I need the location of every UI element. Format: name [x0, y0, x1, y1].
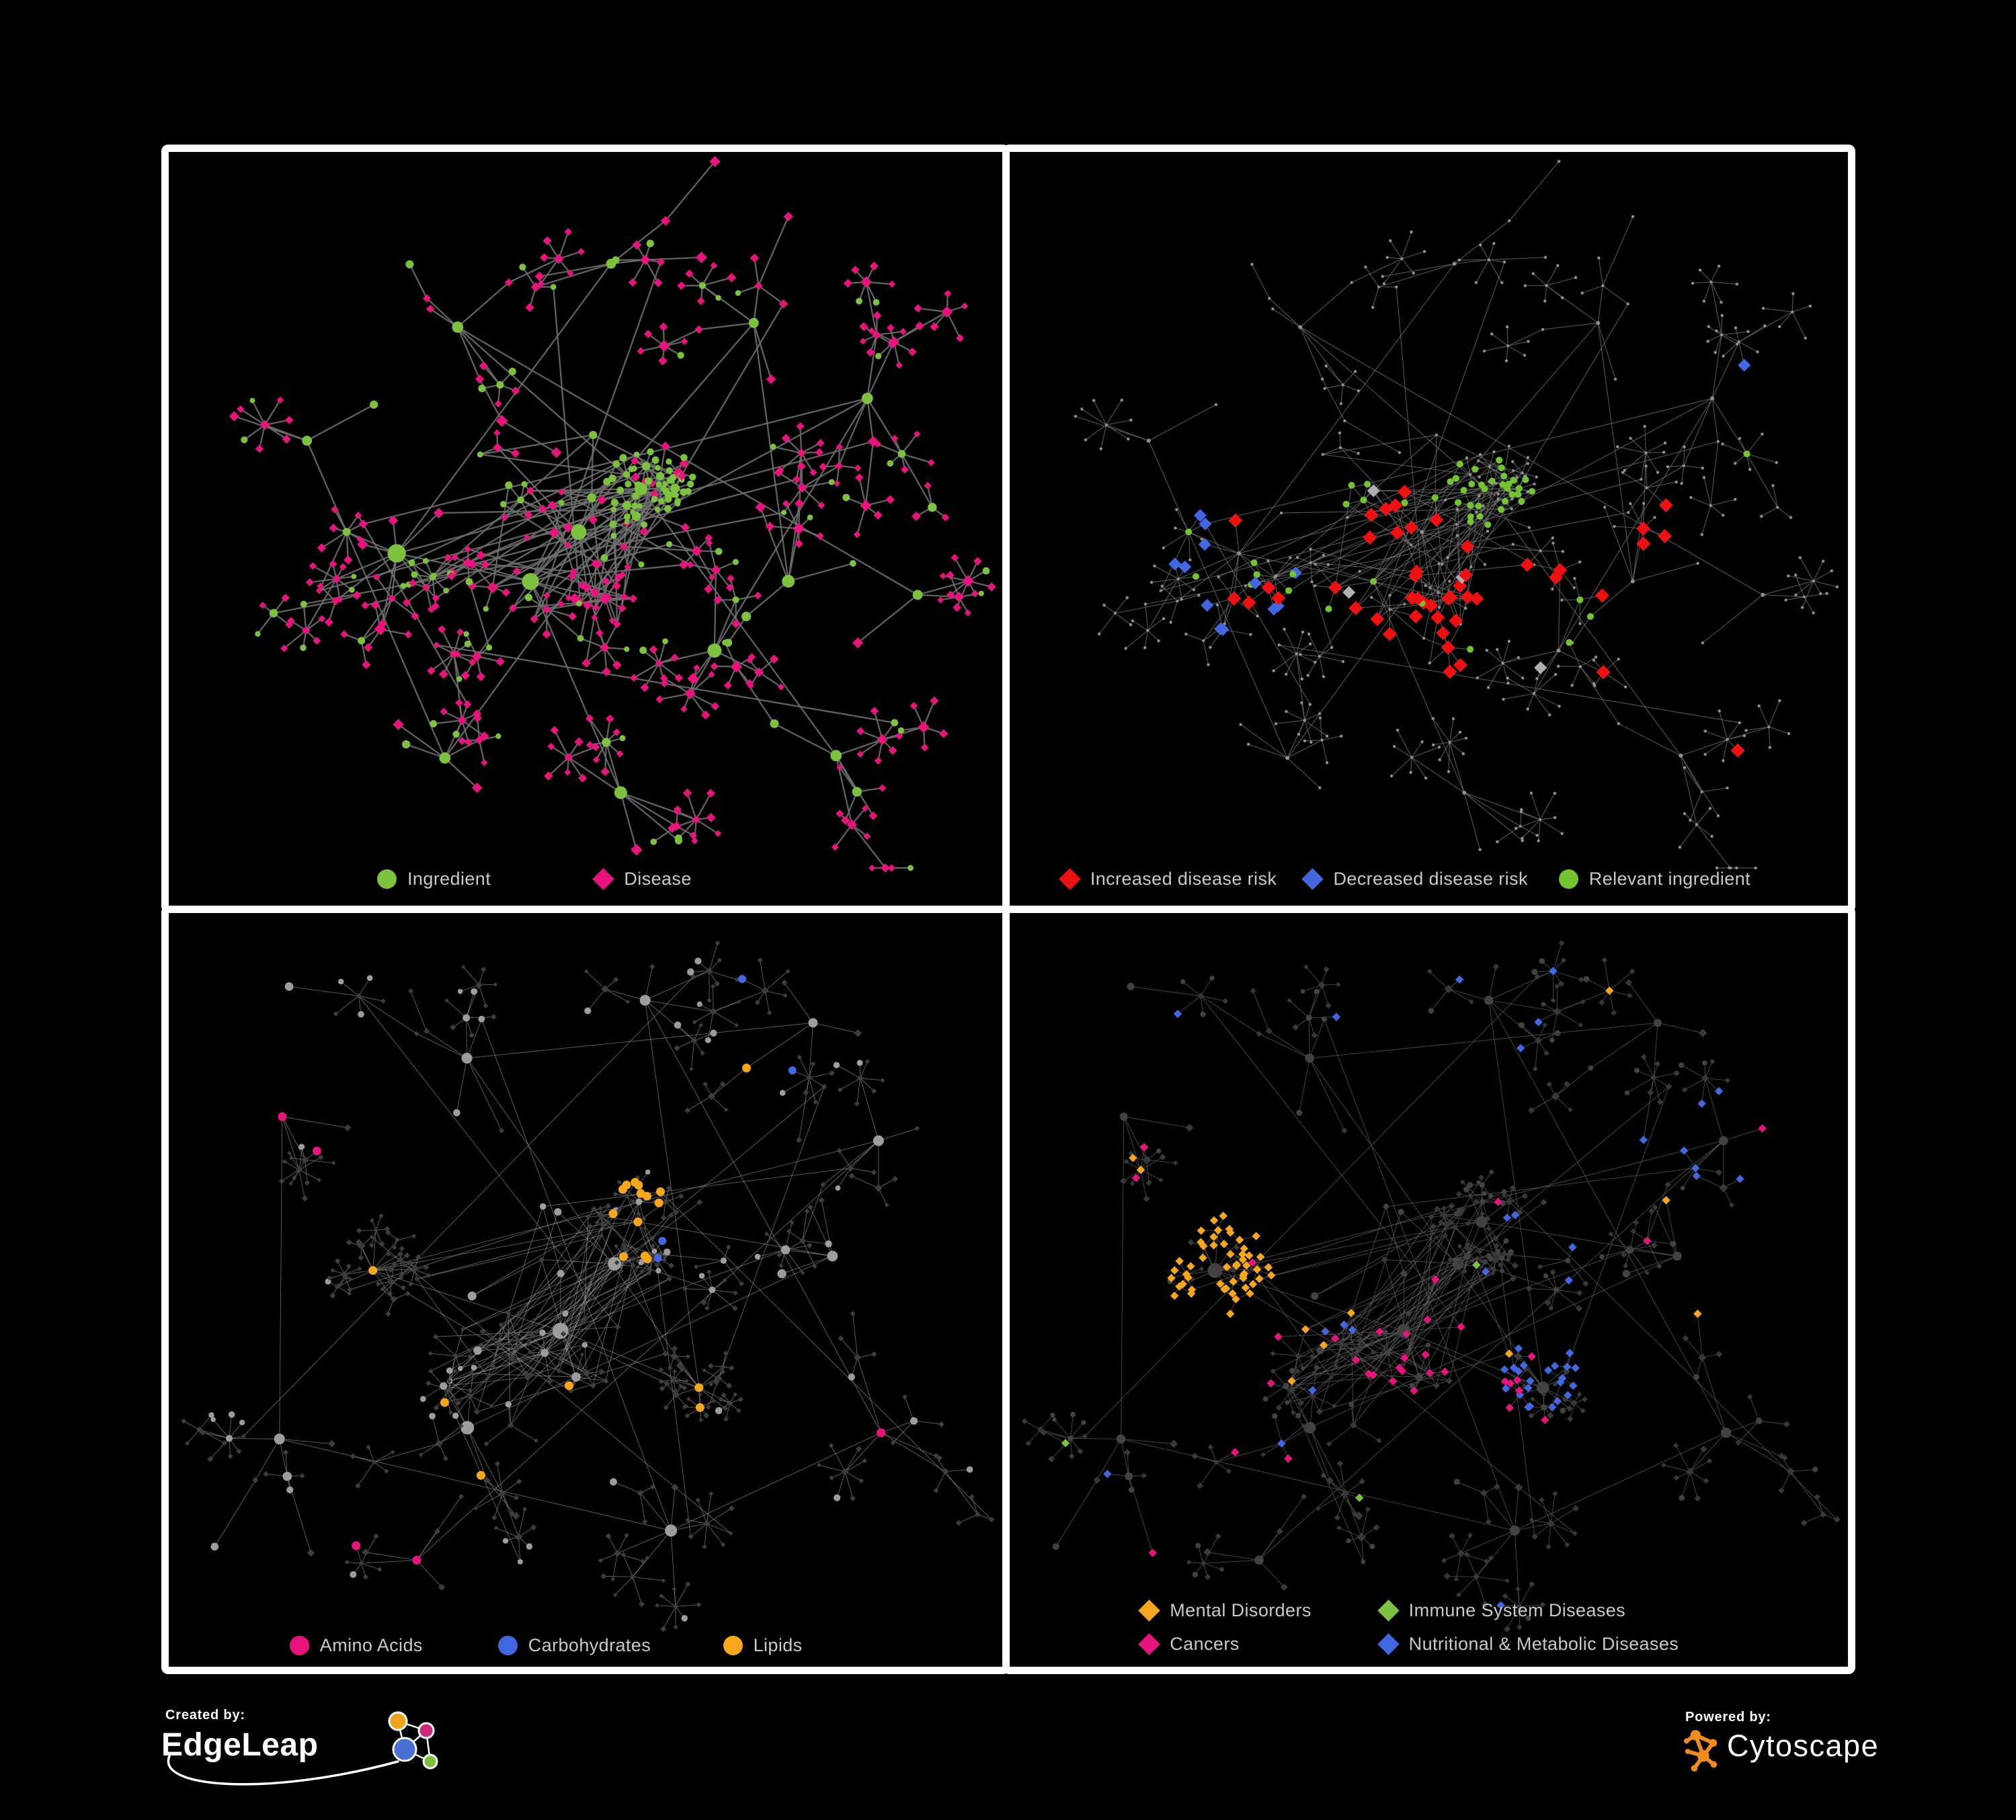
edgeleap-node-orange — [388, 1711, 408, 1731]
relevant-ingredient-swatch-circle-icon — [1558, 869, 1578, 889]
edgeleap-node-pink — [417, 1722, 435, 1739]
mental-disorders-swatch-diamond-icon — [1138, 1599, 1161, 1622]
panel-nutrient-categories: Amino Acids Carbohydrates Lipids — [161, 906, 1010, 1674]
legend-item-lipids: Lipids — [723, 1633, 803, 1657]
panel-ingredient-disease: Ingredient Disease — [161, 145, 1010, 913]
network-canvas-4 — [1021, 940, 1841, 1633]
edgeleap-logo-nodes — [388, 1711, 438, 1770]
legend-label-ingredient: Ingredient — [407, 868, 491, 889]
edgeleap-wordmark: EdgeLeap — [161, 1727, 319, 1763]
ingredient-swatch-circle-icon — [377, 869, 397, 889]
legend-label-nutritional-metabolic: Nutritional & Metabolic Diseases — [1408, 1633, 1679, 1654]
legend-label-decreased-risk: Decreased disease risk — [1333, 868, 1528, 889]
legend-item-increased-risk: Increased disease risk — [1059, 867, 1277, 891]
legend-label-increased-risk: Increased disease risk — [1090, 868, 1277, 889]
edgeleap-node-green — [422, 1753, 438, 1770]
cytoscape-logo-icon — [1683, 1730, 1718, 1772]
legend-item-amino-acids: Amino Acids — [289, 1633, 423, 1657]
network-canvas-3 — [181, 940, 995, 1632]
legend-label-lipids: Lipids — [753, 1634, 803, 1655]
edgeleap-node-blue — [392, 1737, 417, 1762]
legend-label-amino-acids: Amino Acids — [319, 1634, 423, 1655]
lipids-swatch-circle-icon — [723, 1635, 743, 1655]
legend-label-relevant-ingredient: Relevant ingredient — [1588, 868, 1751, 889]
legend-item-carbohydrates: Carbohydrates — [497, 1633, 651, 1657]
increased-risk-swatch-diamond-icon — [1059, 867, 1081, 890]
panel-disease-categories: Mental Disorders Immune System Diseases … — [1002, 906, 1855, 1674]
panel-disease-risk: Increased disease risk Decreased disease… — [1002, 145, 1855, 913]
legend-item-decreased-risk: Decreased disease risk — [1301, 867, 1528, 891]
carbohydrates-swatch-circle-icon — [497, 1635, 518, 1655]
edgeleap-network-icon — [167, 1711, 438, 1786]
created-by-label: Created by: — [165, 1708, 245, 1723]
legend-label-mental-disorders: Mental Disorders — [1170, 1599, 1312, 1620]
cytoscape-icon-nodes — [1683, 1730, 1718, 1772]
network-canvas-2 — [1074, 159, 1839, 870]
legend-label-carbohydrates: Carbohydrates — [528, 1634, 651, 1655]
powered-by-label: Powered by: — [1685, 1710, 1771, 1725]
legend-item-cancers: Cancers — [1138, 1632, 1240, 1656]
immune-diseases-swatch-diamond-icon — [1377, 1599, 1400, 1622]
edgeleap-swoosh — [167, 1755, 399, 1786]
legend-item-immune-diseases: Immune System Diseases — [1377, 1598, 1626, 1622]
amino-acids-swatch-circle-icon — [289, 1635, 309, 1655]
legend-item-mental-disorders: Mental Disorders — [1138, 1598, 1312, 1622]
legend-item-disease: Disease — [592, 867, 692, 891]
legend-label-cancers: Cancers — [1170, 1633, 1240, 1654]
cytoscape-credit: Powered by: Cytoscape — [1677, 1704, 1973, 1792]
legend-item-nutritional-metabolic: Nutritional & Metabolic Diseases — [1377, 1632, 1679, 1656]
cancers-swatch-diamond-icon — [1138, 1632, 1161, 1655]
legend-item-ingredient: Ingredient — [377, 867, 491, 891]
nutritional-metabolic-swatch-diamond-icon — [1377, 1632, 1400, 1655]
legend-label-immune-diseases: Immune System Diseases — [1408, 1599, 1626, 1620]
edgeleap-credit: Created by: EdgeLeap — [161, 1702, 484, 1817]
disease-swatch-diamond-icon — [592, 867, 615, 890]
decreased-risk-swatch-diamond-icon — [1301, 867, 1324, 890]
network-canvas-1 — [229, 155, 996, 873]
cytoscape-wordmark: Cytoscape — [1727, 1729, 1880, 1763]
legend-label-disease: Disease — [624, 868, 692, 889]
legend-item-relevant-ingredient: Relevant ingredient — [1558, 867, 1751, 891]
